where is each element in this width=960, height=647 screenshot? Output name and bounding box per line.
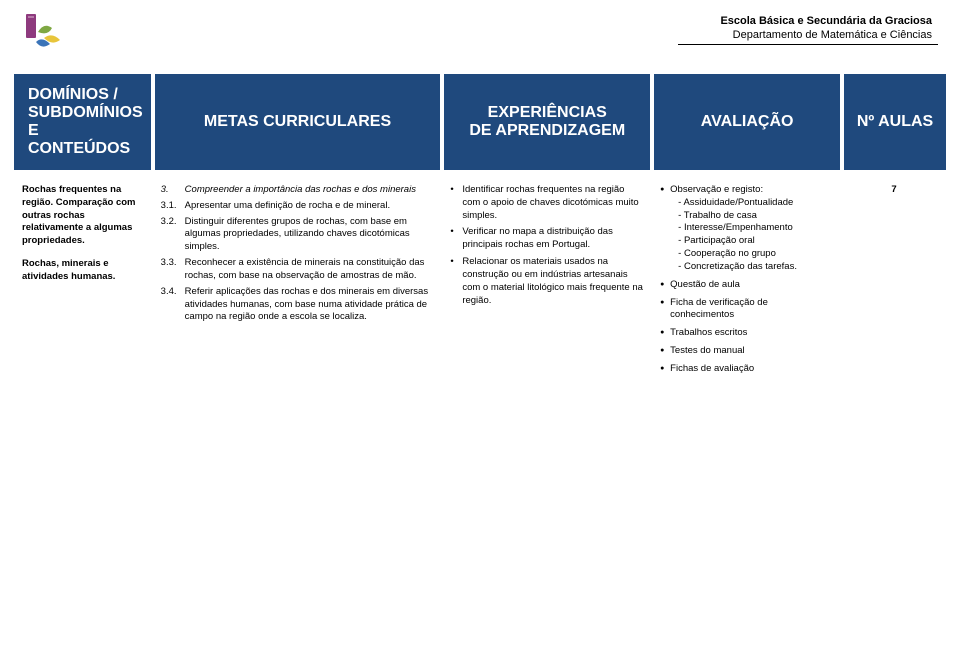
- metas-item-num: 3.4.: [161, 286, 185, 324]
- header-underline: [678, 44, 938, 45]
- experiencia-item: Relacionar os materiais usados na constr…: [450, 256, 644, 307]
- experiencia-item: Identificar rochas frequentes na região …: [450, 184, 644, 222]
- metas-item-text: Referir aplicações das rochas e dos mine…: [185, 286, 435, 324]
- school-header: Escola Básica e Secundária da Graciosa D…: [720, 14, 932, 43]
- metas-title-num: 3.: [161, 184, 185, 197]
- school-logo: [22, 10, 68, 56]
- header-num-aulas: Nº AULAS: [842, 74, 946, 170]
- school-name: Escola Básica e Secundária da Graciosa: [720, 14, 932, 28]
- metas-item-text: Distinguir diferentes grupos de rochas, …: [185, 216, 435, 254]
- cell-metas: 3. Compreender a importância das rochas …: [153, 170, 443, 389]
- header-experiencias: EXPERIÊNCIAS DE APRENDIZAGEM: [442, 74, 652, 170]
- metas-item-num: 3.3.: [161, 257, 185, 283]
- avaliacao-obs-item: - Assiduidade/Pontualidade: [678, 197, 834, 210]
- avaliacao-obs-label: Observação e registo:: [670, 184, 763, 195]
- avaliacao-obs-item: - Concretização das tarefas.: [678, 261, 834, 274]
- metas-item-num: 3.2.: [161, 216, 185, 254]
- cell-avaliacao: Observação e registo: - Assiduidade/Pont…: [652, 170, 842, 389]
- avaliacao-obs: Observação e registo: - Assiduidade/Pont…: [660, 184, 834, 274]
- avaliacao-obs-item: - Interesse/Empenhamento: [678, 222, 834, 235]
- avaliacao-item: Trabalhos escritos: [660, 327, 834, 340]
- avaliacao-item: Testes do manual: [660, 345, 834, 358]
- header-avaliacao: AVALIAÇÃO: [652, 74, 842, 170]
- avaliacao-item: Questão de aula: [660, 279, 834, 292]
- table-row: Rochas frequentes na região. Comparação …: [14, 170, 946, 389]
- cell-num-aulas: 7: [842, 170, 946, 389]
- department-name: Departamento de Matemática e Ciências: [720, 28, 932, 42]
- curriculum-table: DOMÍNIOS / SUBDOMÍNIOS E CONTEÚDOS METAS…: [14, 74, 946, 389]
- cell-dominios: Rochas frequentes na região. Comparação …: [14, 170, 153, 389]
- header-metas: METAS CURRICULARES: [153, 74, 443, 170]
- avaliacao-obs-item: - Trabalho de casa: [678, 210, 834, 223]
- dominios-p1: Rochas frequentes na região. Comparação …: [22, 184, 145, 248]
- table-header-row: DOMÍNIOS / SUBDOMÍNIOS E CONTEÚDOS METAS…: [14, 74, 946, 170]
- experiencia-item: Verificar no mapa a distribuição das pri…: [450, 226, 644, 252]
- avaliacao-item: Fichas de avaliação: [660, 363, 834, 376]
- dominios-p2: Rochas, minerais e atividades humanas.: [22, 258, 145, 284]
- avaliacao-obs-item: - Cooperação no grupo: [678, 248, 834, 261]
- metas-item-text: Reconhecer a existência de minerais na c…: [185, 257, 435, 283]
- metas-title-text: Compreender a importância das rochas e d…: [185, 184, 416, 197]
- metas-item-text: Apresentar uma definição de rocha e de m…: [185, 200, 390, 213]
- avaliacao-obs-item: - Participação oral: [678, 235, 834, 248]
- metas-item-num: 3.1.: [161, 200, 185, 213]
- cell-experiencias: Identificar rochas frequentes na região …: [442, 170, 652, 389]
- header-dominios: DOMÍNIOS / SUBDOMÍNIOS E CONTEÚDOS: [14, 74, 153, 170]
- avaliacao-item: Ficha de verificação de conhecimentos: [660, 297, 834, 323]
